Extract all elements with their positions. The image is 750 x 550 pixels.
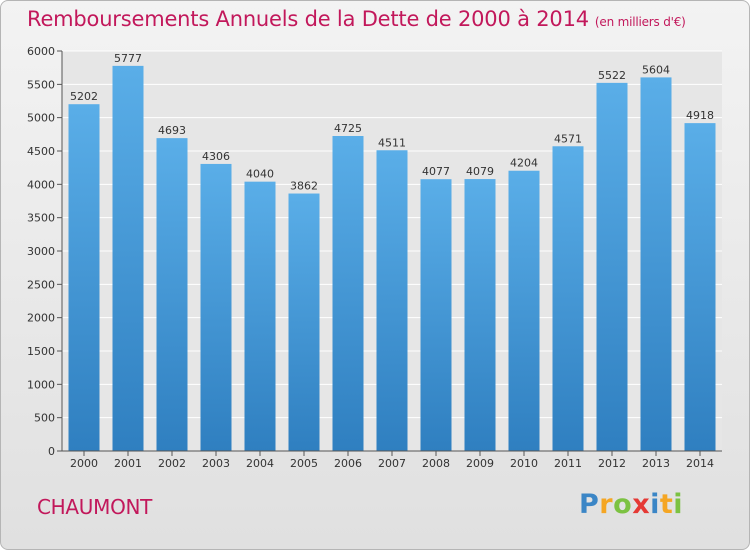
data-label: 5604 — [642, 63, 670, 76]
x-tick-label: 2012 — [598, 457, 626, 470]
x-tick-label: 2004 — [246, 457, 274, 470]
x-tick-label: 2007 — [378, 457, 406, 470]
x-tick-label: 2009 — [466, 457, 494, 470]
data-label: 5202 — [70, 90, 98, 103]
data-label: 3862 — [290, 180, 318, 193]
y-tick-label: 1500 — [27, 345, 55, 358]
y-tick-label: 2500 — [27, 278, 55, 291]
logo-letter: t — [659, 489, 674, 520]
y-tick-label: 1000 — [27, 378, 55, 391]
logo-letter: P — [579, 489, 600, 520]
place-name: CHAUMONT — [37, 495, 153, 519]
x-tick-label: 2014 — [686, 457, 714, 470]
chart-subtitle: (en milliers d'€) — [594, 15, 686, 29]
bar — [684, 123, 716, 451]
data-label: 4725 — [334, 122, 362, 135]
data-label: 4511 — [378, 136, 406, 149]
data-label: 4040 — [246, 168, 274, 181]
data-label: 4077 — [422, 165, 450, 178]
bar — [376, 150, 408, 451]
data-label: 4693 — [158, 124, 186, 137]
x-tick-label: 2002 — [158, 457, 186, 470]
chart-title-text: Remboursements Annuels de la Dette de 20… — [27, 7, 589, 31]
y-tick-label: 500 — [34, 412, 55, 425]
data-label: 4918 — [686, 109, 714, 122]
x-tick-label: 2001 — [114, 457, 142, 470]
logo-letter: x — [632, 489, 651, 520]
y-tick-label: 6000 — [27, 45, 55, 58]
bar — [332, 136, 364, 451]
x-tick-label: 2008 — [422, 457, 450, 470]
logo-letter: i — [673, 489, 684, 520]
bar — [420, 179, 452, 451]
bar — [596, 82, 628, 451]
chart-title: Remboursements Annuels de la Dette de 20… — [27, 7, 686, 31]
bar — [552, 146, 584, 451]
y-tick-label: 4000 — [27, 178, 55, 191]
bar — [244, 181, 276, 451]
logo-letter: o — [613, 489, 633, 520]
data-label: 4306 — [202, 150, 230, 163]
proxiti-logo: Proxiti — [579, 489, 683, 520]
bar — [508, 170, 540, 451]
bar — [640, 77, 672, 452]
x-tick-label: 2005 — [290, 457, 318, 470]
bar — [464, 179, 496, 452]
y-tick-label: 4500 — [27, 145, 55, 158]
x-tick-label: 2011 — [554, 457, 582, 470]
x-tick-label: 2010 — [510, 457, 538, 470]
bar — [200, 163, 232, 451]
data-label: 4204 — [510, 157, 538, 170]
x-tick-label: 2013 — [642, 457, 670, 470]
data-label: 4571 — [554, 132, 582, 145]
x-tick-label: 2003 — [202, 457, 230, 470]
y-tick-label: 5000 — [27, 112, 55, 125]
data-label: 5777 — [114, 52, 142, 65]
x-tick-label: 2006 — [334, 457, 362, 470]
y-tick-label: 2000 — [27, 312, 55, 325]
logo-letter: i — [650, 489, 660, 520]
bar — [156, 138, 188, 451]
y-tick-label: 5500 — [27, 78, 55, 91]
bar — [288, 193, 320, 452]
y-tick-label: 0 — [48, 445, 55, 458]
y-tick-label: 3500 — [27, 212, 55, 225]
data-label: 4079 — [466, 165, 494, 178]
logo-letter: r — [599, 489, 614, 520]
data-label: 5522 — [598, 69, 626, 82]
x-tick-label: 2000 — [70, 457, 98, 470]
bar — [68, 104, 100, 451]
bar — [112, 65, 144, 451]
y-tick-label: 3000 — [27, 245, 55, 258]
